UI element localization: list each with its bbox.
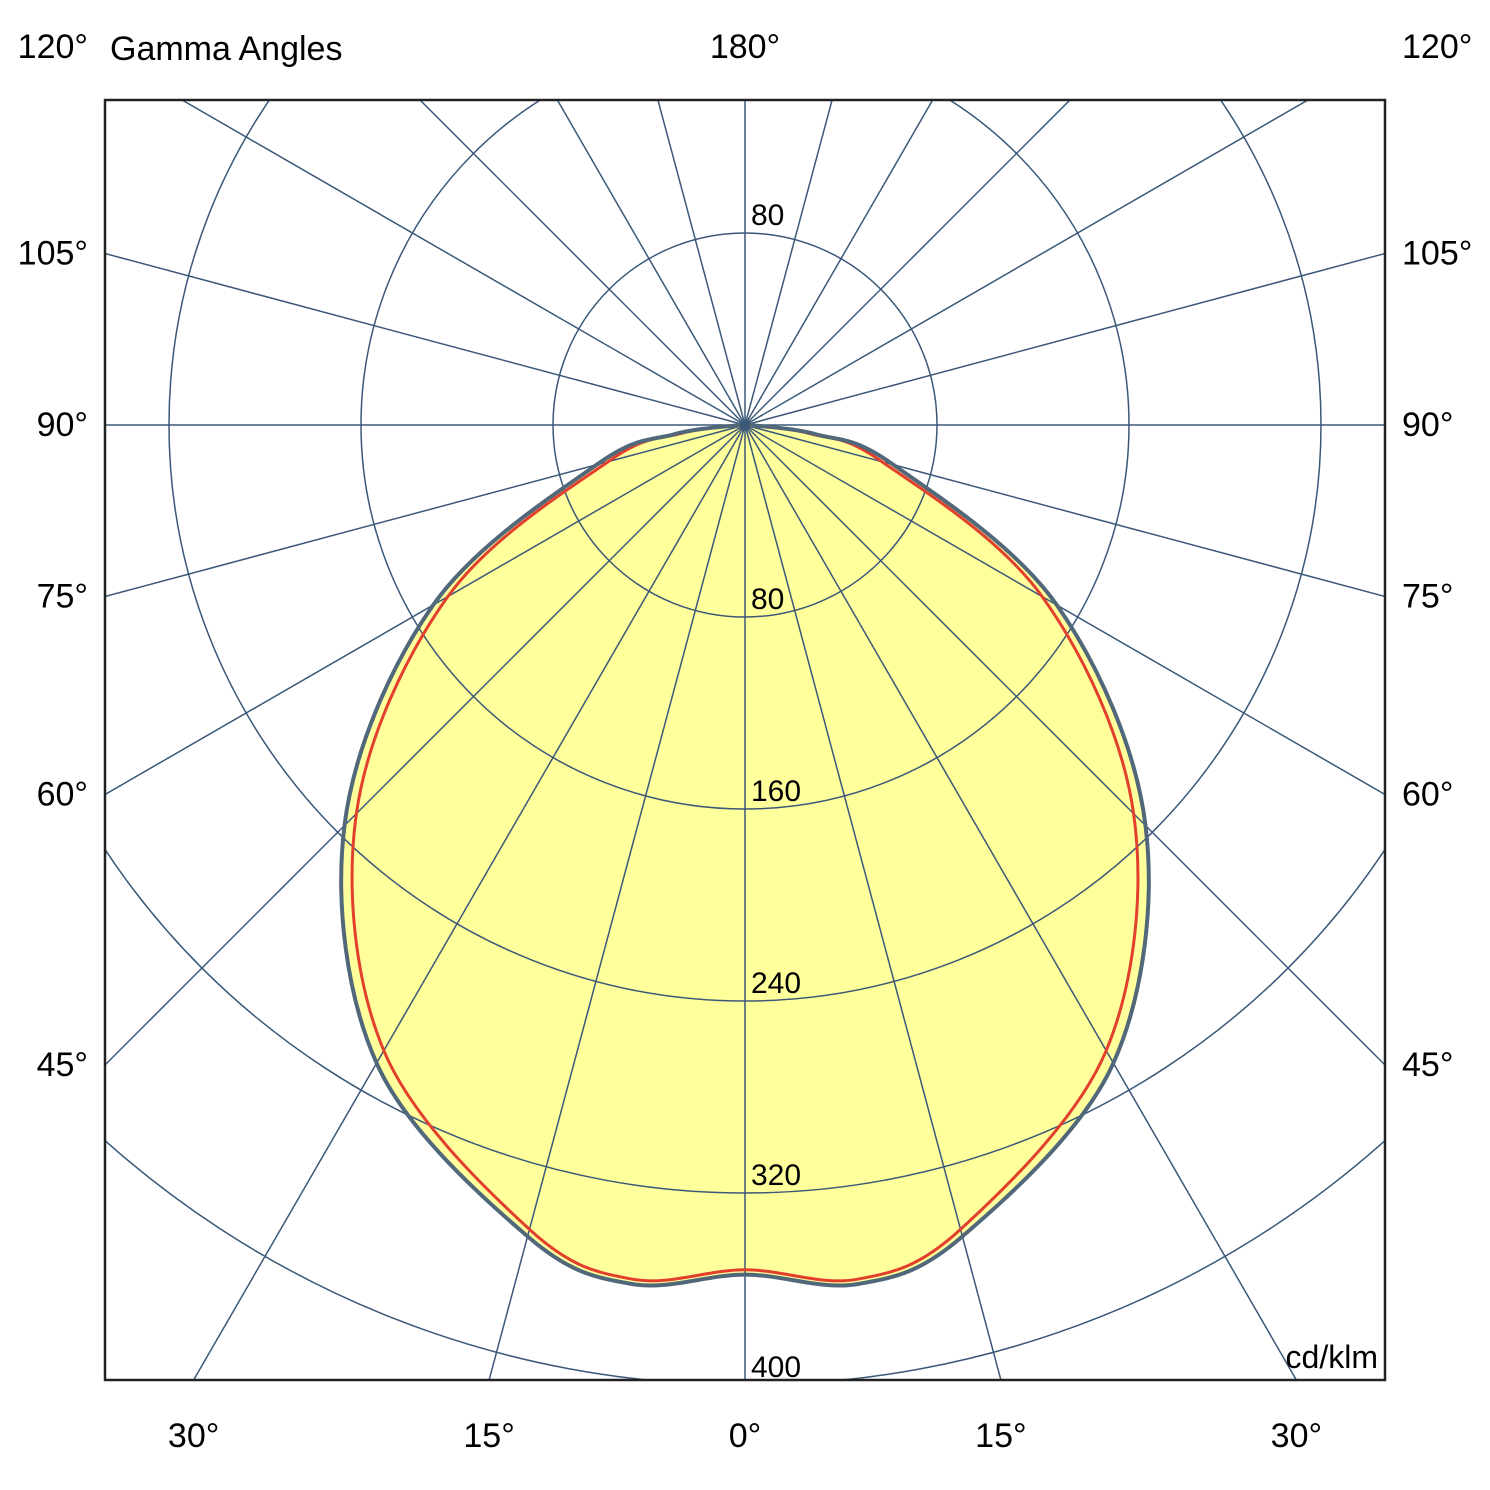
gamma-line-225 [418,100,746,426]
gamma-label-right-105: 105° [1402,235,1472,273]
gamma-line-45 [744,424,1385,1067]
gamma-line-165 [744,100,833,426]
curve-red [350,423,1140,1283]
gamma-line-315 [105,424,746,1067]
gamma-line-345 [488,424,746,1380]
gamma-line-135 [744,100,1072,426]
gamma-label-right-120: 120° [1402,28,1472,66]
radial-tick-320: 320 [751,1159,801,1192]
gamma-label-bottom-0: 0° [729,1417,762,1455]
gamma-label-left-45: 45° [37,1046,88,1084]
gamma-line-210 [556,100,746,426]
gamma-line-105 [744,252,1385,426]
curve-outline [339,423,1151,1288]
gamma-label-bottom-15: 15° [975,1417,1026,1455]
gamma-label-right-60: 60° [1402,776,1453,814]
radial-tick-80-upper: 80 [751,199,784,232]
gamma-line-150 [744,100,934,426]
gamma-line-300 [105,424,746,796]
gamma-label-left-105: 105° [18,235,88,273]
chart-title: Gamma Angles [110,30,342,68]
gamma-label-right-90: 90° [1402,406,1453,444]
gamma-line-60 [744,424,1385,796]
plot-border [103,98,1387,1382]
gamma-line-240 [180,100,746,426]
gamma-line-255 [105,252,746,426]
gamma-label-left-90: 90° [37,406,88,444]
gamma-label-bottom-30: 30° [168,1417,219,1455]
gamma-label-bottom-30: 30° [1271,1417,1322,1455]
gamma-label-left-120: 120° [18,28,88,66]
gamma-label-bottom-15: 15° [463,1417,514,1455]
unit-label: cd/klm [1286,1339,1378,1375]
gamma-label-top-180: 180° [710,28,780,66]
gamma-line-30 [744,424,1298,1380]
radial-tick-80: 80 [751,583,784,616]
gamma-line-75 [744,424,1385,598]
gamma-label-left-75: 75° [37,577,88,615]
radial-tick-160: 160 [751,775,801,808]
gamma-line-330 [192,424,746,1380]
gamma-line-195 [657,100,746,426]
radial-tick-240: 240 [751,967,801,1000]
gamma-label-left-60: 60° [37,776,88,814]
gamma-label-right-75: 75° [1402,577,1453,615]
gamma-label-right-45: 45° [1402,1046,1453,1084]
gamma-line-285 [105,424,746,598]
radial-tick-400: 400 [751,1351,801,1384]
gamma-line-120 [744,100,1310,426]
gamma-line-15 [744,424,1002,1380]
